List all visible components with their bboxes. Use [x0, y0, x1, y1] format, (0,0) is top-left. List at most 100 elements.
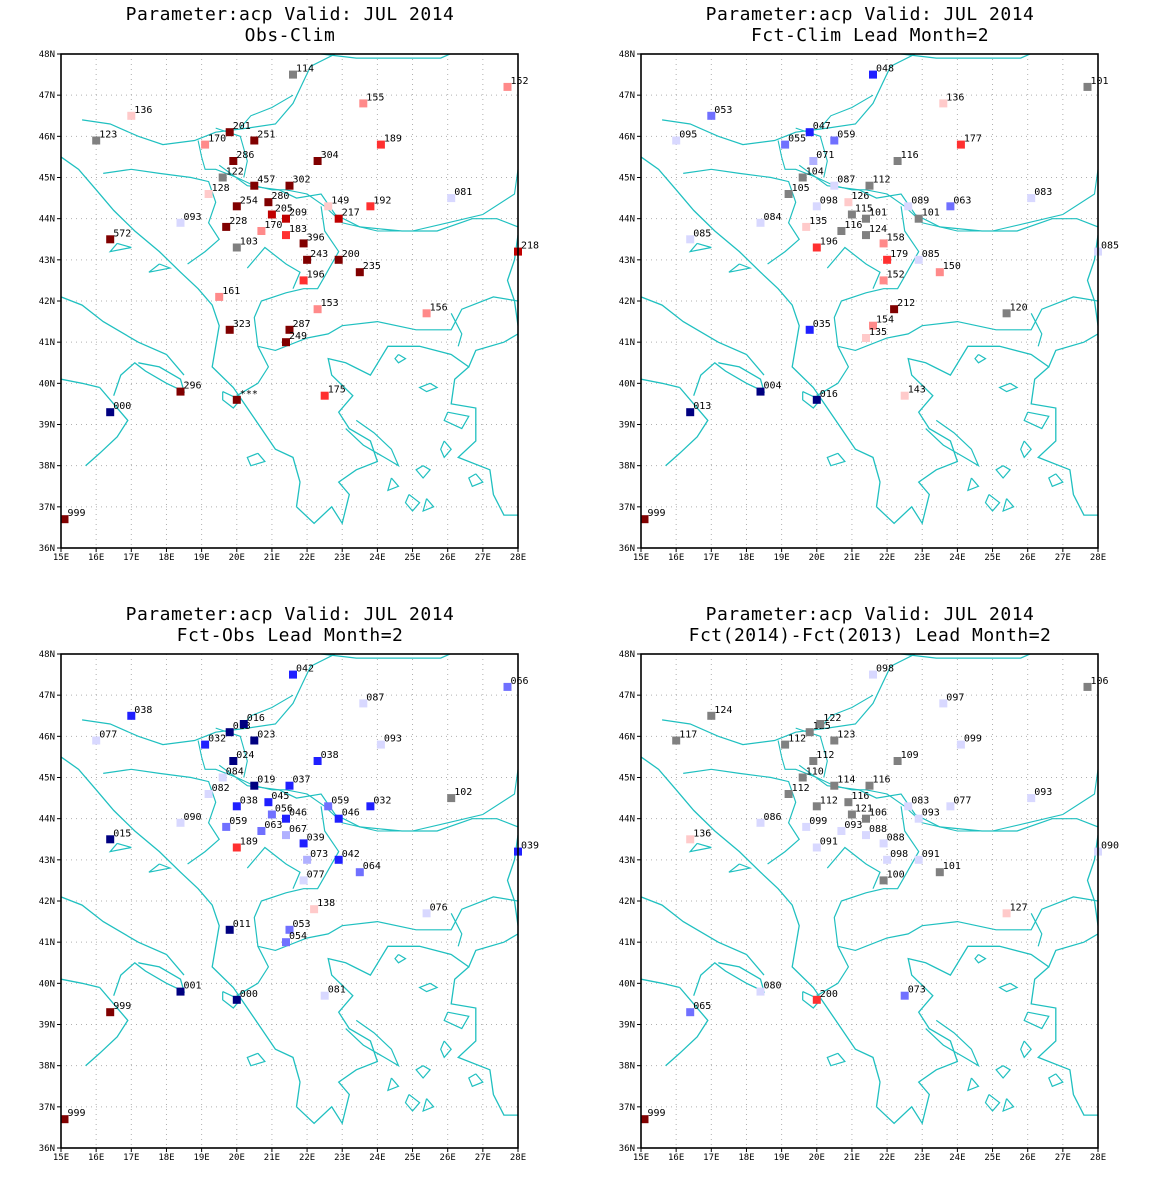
station-marker [914, 214, 923, 223]
station-marker [686, 835, 695, 844]
station-marker [324, 202, 333, 211]
river-line [239, 94, 294, 129]
map-plot: 0981061240971171121251221230991121091101… [619, 650, 1119, 1163]
island-outline [440, 1040, 452, 1059]
map-layers [61, 654, 518, 1148]
station-marker [844, 798, 853, 807]
x-tick-label: 25E [404, 1153, 420, 1163]
island-outline [995, 465, 1012, 479]
station-label: 038 [134, 705, 152, 716]
coastline [61, 896, 185, 976]
station-label: 097 [946, 692, 964, 703]
station-label: 053 [714, 105, 732, 116]
station-label: 116 [844, 220, 862, 231]
station-label: 218 [521, 241, 539, 252]
station-label: 999 [113, 1001, 131, 1012]
station-label: 083 [1034, 187, 1052, 198]
map-layers [641, 54, 1098, 548]
station-label: 004 [764, 381, 782, 392]
island-outline [1020, 1040, 1032, 1059]
station-label: 085 [693, 228, 711, 239]
y-tick-label: 45N [39, 774, 55, 784]
station-marker [285, 925, 294, 934]
station-label: 098 [820, 195, 838, 206]
panel-subtitle: Obs-Clim [244, 25, 336, 46]
station-marker [503, 82, 512, 91]
map-plot: 114 152 136 155 123 170 201 251 189 286 304 122 457 3… [39, 50, 539, 563]
station-label: 161 [222, 286, 240, 297]
coastline [450, 366, 518, 516]
station-label: 106 [869, 808, 887, 819]
y-tick-label: 38N [39, 462, 55, 472]
station-marker [176, 387, 185, 396]
coastline [61, 378, 100, 389]
island-outline [404, 494, 421, 512]
station-label: 150 [943, 261, 961, 272]
station-label: 235 [363, 261, 381, 272]
station-label: 102 [454, 787, 472, 798]
station-marker [756, 387, 765, 396]
station-marker [672, 736, 681, 745]
x-tick-label: 26E [440, 553, 456, 563]
station-label: 112 [788, 734, 806, 745]
y-tick-label: 36N [39, 1144, 55, 1154]
border-line [236, 346, 270, 397]
station-marker [1002, 909, 1011, 918]
station-label: 251 [257, 130, 275, 141]
station-label: 104 [806, 167, 824, 178]
station-label: 093 [184, 212, 202, 223]
station-marker [784, 190, 793, 198]
station-marker [218, 773, 227, 782]
station-label: 189 [240, 837, 258, 848]
station-marker [890, 305, 899, 314]
station-label: 099 [809, 816, 827, 827]
station-marker [239, 720, 248, 728]
y-tick-label: 37N [619, 1103, 635, 1113]
station-label: 105 [792, 183, 810, 194]
station-label: 081 [454, 187, 472, 198]
station-marker [285, 325, 294, 334]
x-tick-label: 21E [844, 553, 860, 563]
station-label: 999 [68, 1108, 86, 1119]
island-outline [440, 440, 452, 459]
station-label: 077 [99, 730, 117, 741]
coastline [693, 361, 766, 396]
station-label: 087 [837, 175, 855, 186]
station-marker [201, 740, 210, 749]
station-marker [802, 222, 811, 231]
y-tick-label: 39N [39, 421, 55, 431]
station-label: 042 [342, 849, 360, 860]
station-marker [781, 740, 790, 749]
x-tick-label: 20E [229, 1153, 245, 1163]
y-tick-label: 37N [39, 503, 55, 513]
x-tick-label: 15E [633, 553, 649, 563]
x-tick-label: 16E [88, 1153, 104, 1163]
y-tick-label: 38N [619, 462, 635, 472]
station-label: 121 [855, 804, 873, 815]
island-outline [984, 1094, 1001, 1112]
station-label: 217 [342, 208, 360, 219]
station-marker [862, 214, 870, 223]
station-label: 287 [293, 319, 311, 330]
station-marker [883, 255, 892, 264]
island-outline [394, 953, 407, 964]
station-marker [865, 781, 874, 790]
station-label: 112 [820, 795, 838, 806]
station-marker [106, 1008, 115, 1017]
y-tick-label: 45N [619, 174, 635, 184]
station-marker [784, 790, 793, 798]
border-line [662, 654, 916, 746]
coastline [641, 156, 1098, 525]
station-marker [310, 905, 319, 914]
station-marker [267, 810, 276, 819]
station-marker [809, 757, 818, 765]
x-tick-label: 27E [475, 553, 491, 563]
y-tick-label: 41N [39, 338, 55, 348]
y-tick-label: 48N [39, 650, 55, 660]
station-marker [225, 925, 234, 934]
y-tick-label: 40N [619, 379, 635, 389]
station-label: 091 [820, 837, 838, 848]
station-label: 099 [964, 734, 982, 745]
station-marker [60, 1115, 69, 1124]
plot-frame [60, 53, 519, 549]
